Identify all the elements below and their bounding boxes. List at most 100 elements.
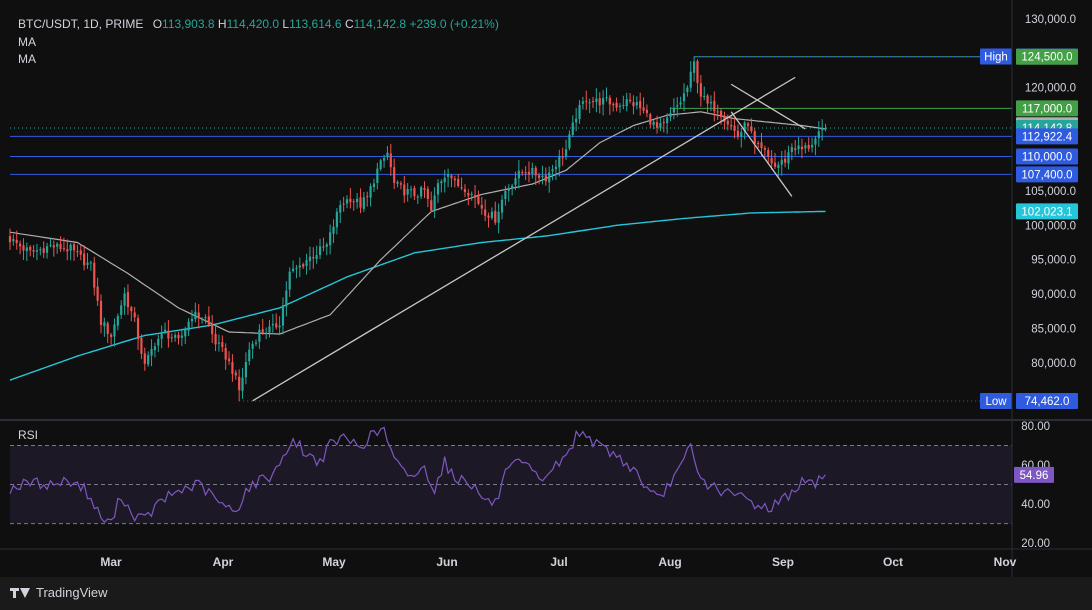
- candle-body[interactable]: [433, 195, 436, 211]
- candle-body[interactable]: [52, 245, 55, 248]
- candle-body[interactable]: [302, 264, 305, 267]
- candle-body[interactable]: [372, 183, 376, 188]
- candle-body[interactable]: [89, 262, 92, 264]
- candle-body[interactable]: [83, 253, 86, 266]
- candle-body[interactable]: [591, 101, 595, 103]
- candle-body[interactable]: [453, 178, 456, 181]
- candle-body[interactable]: [757, 142, 760, 144]
- candle-body[interactable]: [133, 312, 136, 318]
- candle-body[interactable]: [325, 244, 328, 247]
- candle-body[interactable]: [507, 187, 510, 191]
- time-axis[interactable]: Mar Apr May Jun Jul Aug Sep Oct Nov: [0, 0, 1092, 577]
- candle-body[interactable]: [163, 329, 167, 333]
- candle-body[interactable]: [45, 246, 49, 253]
- candle-body[interactable]: [207, 316, 210, 326]
- candle-body[interactable]: [211, 324, 214, 335]
- candle-body[interactable]: [271, 323, 274, 326]
- candle-body[interactable]: [335, 211, 338, 228]
- candle-body[interactable]: [642, 107, 645, 111]
- candle-body[interactable]: [136, 318, 140, 339]
- candle-body[interactable]: [797, 145, 800, 150]
- trendline-falling-wedge-upper[interactable]: [730, 83, 806, 130]
- candle-body[interactable]: [487, 215, 490, 218]
- candle-body[interactable]: [416, 196, 419, 198]
- candle-body[interactable]: [581, 101, 584, 104]
- trendline-falling-wedge-lower[interactable]: [730, 111, 793, 197]
- tradingview-logo[interactable]: TradingView: [10, 585, 108, 600]
- candle-body[interactable]: [298, 265, 301, 268]
- candle-body[interactable]: [59, 243, 62, 250]
- candle-body[interactable]: [153, 346, 157, 351]
- candle-body[interactable]: [413, 187, 416, 197]
- candle-body[interactable]: [399, 183, 403, 185]
- candle-body[interactable]: [635, 102, 638, 106]
- candle-body[interactable]: [322, 246, 325, 248]
- rsi-line[interactable]: [9, 426, 826, 523]
- candle-body[interactable]: [278, 325, 281, 328]
- candle-body[interactable]: [460, 187, 463, 189]
- candle-body[interactable]: [126, 292, 130, 308]
- candle-body[interactable]: [709, 102, 713, 104]
- candle-body[interactable]: [666, 117, 669, 124]
- candle-body[interactable]: [281, 305, 285, 326]
- candle-body[interactable]: [315, 255, 318, 260]
- candle-body[interactable]: [649, 114, 652, 125]
- candle-body[interactable]: [140, 337, 143, 354]
- candle-body[interactable]: [22, 245, 25, 251]
- candle-body[interactable]: [706, 95, 709, 104]
- candle-body[interactable]: [494, 210, 497, 223]
- candle-body[interactable]: [366, 196, 369, 198]
- candle-body[interactable]: [352, 201, 355, 203]
- trendline-ascending-support[interactable]: [252, 76, 796, 402]
- candle-body[interactable]: [777, 164, 780, 168]
- candles[interactable]: [8, 56, 827, 402]
- candle-body[interactable]: [689, 71, 692, 88]
- candle-body[interactable]: [676, 105, 679, 107]
- candle-body[interactable]: [291, 268, 295, 272]
- candle-body[interactable]: [598, 98, 601, 106]
- candle-body[interactable]: [618, 105, 622, 107]
- candle-body[interactable]: [231, 361, 234, 374]
- candle-body[interactable]: [473, 195, 477, 198]
- candle-body[interactable]: [35, 250, 39, 252]
- candle-body[interactable]: [679, 102, 682, 105]
- rsi-pane[interactable]: [9, 426, 1012, 525]
- candle-body[interactable]: [537, 175, 541, 178]
- candle-body[interactable]: [457, 178, 460, 187]
- candle-body[interactable]: [170, 337, 173, 339]
- candle-body[interactable]: [585, 100, 588, 102]
- candle-body[interactable]: [548, 172, 551, 183]
- candle-body[interactable]: [123, 293, 126, 306]
- candle-body[interactable]: [750, 126, 753, 132]
- candle-body[interactable]: [362, 197, 365, 209]
- candle-body[interactable]: [804, 145, 807, 149]
- candle-body[interactable]: [396, 181, 399, 184]
- candle-body[interactable]: [817, 131, 820, 139]
- candle-body[interactable]: [517, 170, 520, 179]
- candle-body[interactable]: [56, 243, 59, 247]
- candle-body[interactable]: [369, 186, 372, 198]
- candle-body[interactable]: [174, 335, 177, 338]
- candle-body[interactable]: [42, 248, 45, 253]
- candle-body[interactable]: [500, 199, 504, 213]
- rsi-indicator-label[interactable]: RSI: [18, 428, 39, 442]
- candle-body[interactable]: [288, 271, 291, 290]
- candle-body[interactable]: [116, 316, 119, 326]
- candle-body[interactable]: [99, 300, 103, 325]
- candle-body[interactable]: [120, 305, 123, 315]
- candle-body[interactable]: [190, 318, 194, 322]
- candle-body[interactable]: [693, 61, 696, 73]
- candle-body[interactable]: [821, 127, 824, 131]
- candle-body[interactable]: [554, 166, 558, 170]
- candle-body[interactable]: [143, 353, 146, 364]
- candle-body[interactable]: [386, 152, 389, 158]
- candle-body[interactable]: [349, 198, 352, 203]
- candle-body[interactable]: [359, 197, 362, 208]
- candle-body[interactable]: [8, 236, 12, 243]
- candle-body[interactable]: [79, 250, 82, 255]
- candle-body[interactable]: [409, 189, 413, 191]
- candle-body[interactable]: [204, 317, 207, 319]
- candle-body[interactable]: [659, 123, 662, 128]
- candle-body[interactable]: [224, 347, 227, 360]
- candle-body[interactable]: [490, 211, 494, 218]
